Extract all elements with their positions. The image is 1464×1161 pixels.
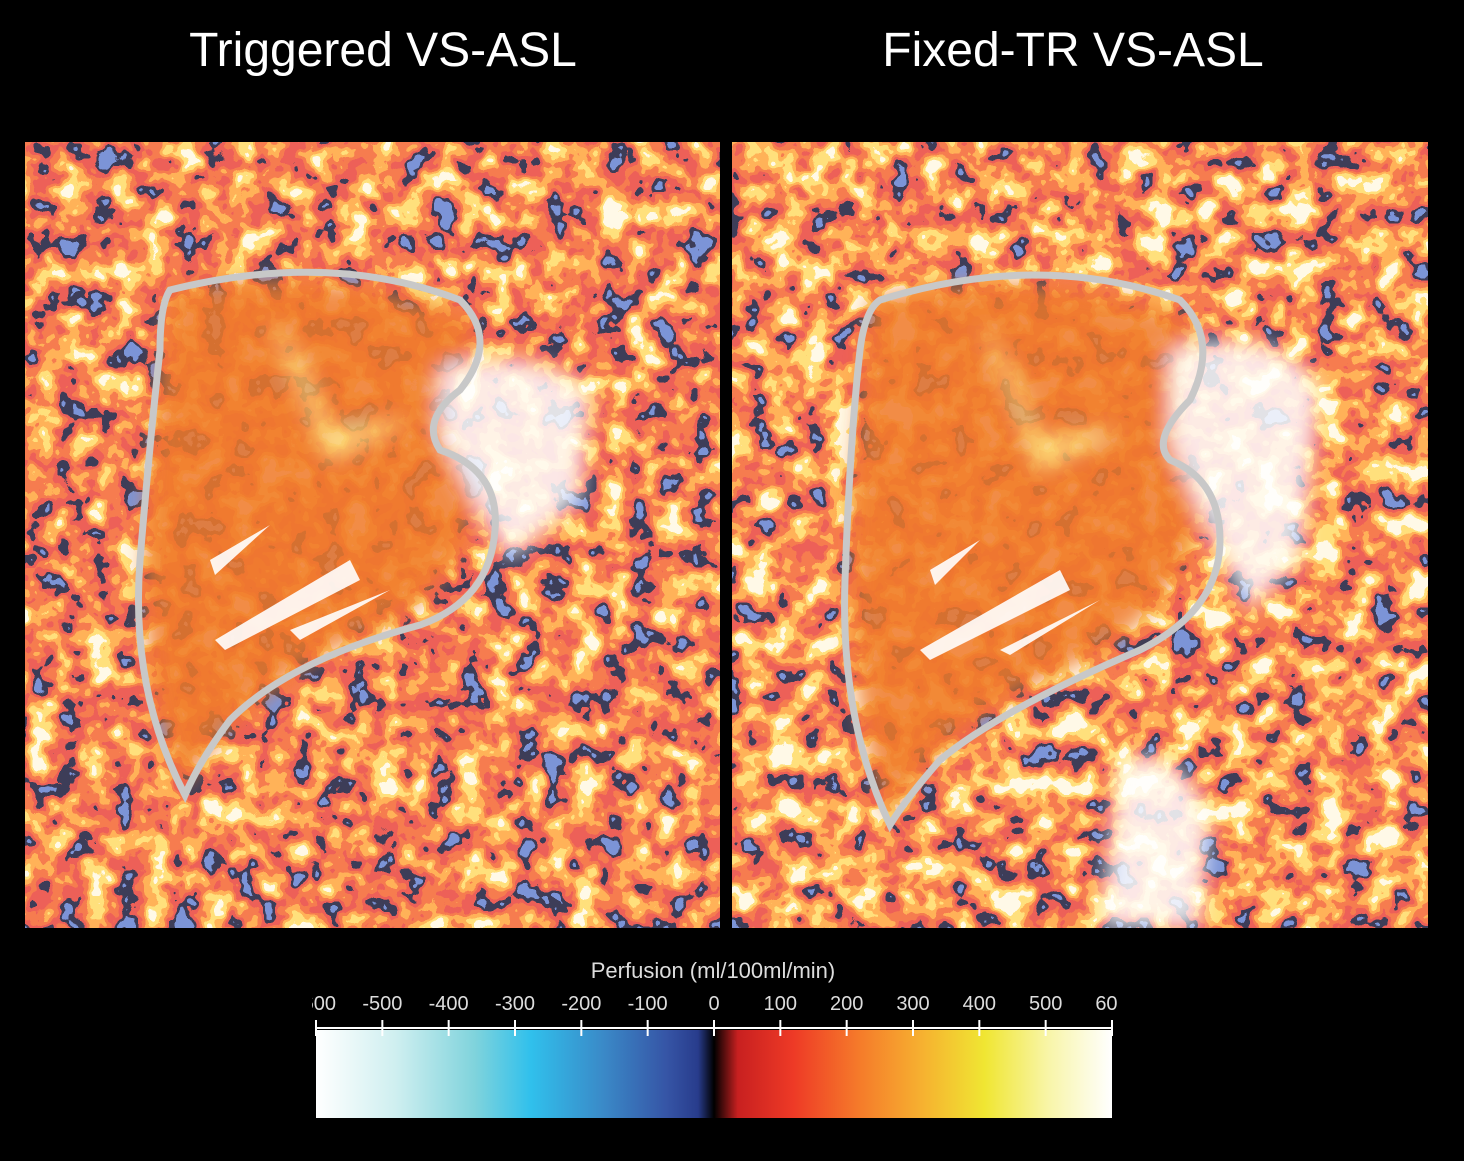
tick-label: 200 — [830, 993, 863, 1015]
tick-label: 400 — [963, 993, 996, 1015]
tick-label: -600 — [296, 993, 336, 1015]
tick-label: -400 — [429, 993, 469, 1015]
tick-label: -500 — [362, 993, 402, 1015]
tick-label: 0 — [708, 993, 719, 1015]
tick-label: -200 — [561, 993, 601, 1015]
colorbar-ticks: -600 -500 -400 -300 -200 -100 0 100 200 300 400 500… — [296, 993, 1128, 1015]
panel-title: Fixed-TR VS-ASL — [882, 24, 1263, 77]
tick-label: 600 — [1095, 993, 1128, 1015]
colorbar-tickmarks — [315, 1020, 1113, 1036]
tick-label: 500 — [1029, 993, 1062, 1015]
perfusion-map — [732, 142, 1428, 928]
tick-label: 100 — [764, 993, 797, 1015]
tick-label: -100 — [628, 993, 668, 1015]
tick-label: 300 — [896, 993, 929, 1015]
tick-label: -300 — [495, 993, 535, 1015]
panel-title: Triggered VS-ASL — [189, 24, 577, 77]
perfusion-map — [25, 142, 720, 928]
colorbar — [316, 1030, 1112, 1118]
colorbar-label: Perfusion (ml/100ml/min) — [591, 958, 836, 983]
